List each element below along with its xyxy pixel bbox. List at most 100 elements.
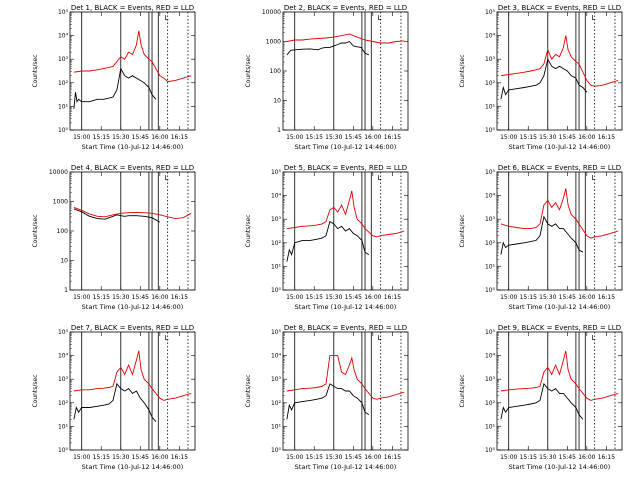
y-tick-label: 100 bbox=[57, 228, 69, 235]
y-tick-label: 10³ bbox=[58, 56, 69, 63]
y-tick-label: 10⁵ bbox=[485, 329, 496, 336]
y-tick-label: 10⁰ bbox=[58, 127, 69, 134]
marker-tag: L bbox=[165, 174, 169, 182]
y-tick-label: 10³ bbox=[271, 376, 282, 383]
y-tick-label: 10¹ bbox=[271, 263, 282, 270]
y-tick-label: 10⁵ bbox=[58, 9, 69, 16]
y-axis-label: Counts/sec bbox=[32, 214, 39, 247]
x-tick-label: 15:45 bbox=[132, 294, 149, 301]
series-line-lld bbox=[73, 206, 192, 220]
series-line-events bbox=[73, 208, 161, 223]
marker-tag: L bbox=[378, 14, 382, 22]
x-tick-label: 16:15 bbox=[384, 294, 401, 301]
x-tick-label: 15:45 bbox=[132, 134, 149, 141]
panel-title: Det 3, BLACK = Events, RED = LLD bbox=[498, 4, 621, 12]
y-tick-label: 1000 bbox=[266, 39, 281, 46]
detector-panel-4: Det 4, BLACK = Events, RED = LLD Counts/s… bbox=[32, 164, 196, 311]
y-axis-label: Counts/sec bbox=[245, 374, 252, 407]
x-axis-label: Start Time (10-Jul-12 14:46:00) bbox=[509, 463, 611, 471]
y-tick-label: 10000 bbox=[49, 169, 68, 176]
detector-panel-2: Det 2, BLACK = Events, RED = LLD Counts/s… bbox=[245, 4, 409, 151]
x-tick-label: 15:00 bbox=[500, 134, 517, 141]
y-tick-label: 10² bbox=[271, 400, 282, 407]
y-tick-label: 10¹ bbox=[58, 103, 69, 110]
x-tick-label: 15:00 bbox=[73, 454, 90, 461]
y-axis-label: Counts/sec bbox=[459, 214, 466, 247]
marker-tag: L bbox=[378, 174, 382, 182]
y-tick-label: 10⁴ bbox=[485, 193, 496, 200]
y-tick-label: 10³ bbox=[271, 216, 282, 223]
y-tick-label: 10² bbox=[271, 240, 282, 247]
x-tick-label: 15:00 bbox=[500, 454, 517, 461]
y-tick-label: 1 bbox=[64, 287, 68, 294]
panel-title: Det 2, BLACK = Events, RED = LLD bbox=[284, 4, 407, 12]
x-tick-label: 16:00 bbox=[151, 294, 168, 301]
y-tick-label: 1000 bbox=[53, 199, 68, 206]
panel-title: Det 7, BLACK = Events, RED = LLD bbox=[71, 324, 194, 332]
marker-tag: L bbox=[378, 334, 382, 342]
y-tick-label: 10⁰ bbox=[271, 447, 282, 454]
x-tick-label: 16:15 bbox=[598, 454, 615, 461]
x-tick-label: 16:00 bbox=[578, 454, 595, 461]
panel-title: Det 8, BLACK = Events, RED = LLD bbox=[284, 324, 407, 332]
x-tick-label: 16:15 bbox=[384, 134, 401, 141]
y-tick-label: 10³ bbox=[485, 376, 496, 383]
y-tick-label: 10¹ bbox=[58, 423, 69, 430]
y-tick-label: 10⁰ bbox=[58, 447, 69, 454]
x-tick-label: 15:30 bbox=[112, 134, 129, 141]
y-tick-label: 10 bbox=[273, 98, 281, 105]
y-tick-label: 10¹ bbox=[485, 263, 496, 270]
x-tick-label: 16:15 bbox=[384, 454, 401, 461]
y-tick-label: 1 bbox=[277, 127, 281, 134]
series-line-events bbox=[286, 40, 370, 56]
y-tick-label: 10⁵ bbox=[485, 169, 496, 176]
y-axis-label: Counts/sec bbox=[245, 54, 252, 87]
x-tick-label: 15:00 bbox=[500, 294, 517, 301]
marker-tag: L bbox=[165, 334, 169, 342]
series-line-lld bbox=[286, 33, 405, 44]
x-axis-label: Start Time (10-Jul-12 14:46:00) bbox=[509, 143, 611, 151]
series-line-lld bbox=[286, 355, 405, 400]
detector-panel-8: Det 8, BLACK = Events, RED = LLD Counts/s… bbox=[245, 324, 409, 471]
x-axis-label: Start Time (10-Jul-12 14:46:00) bbox=[82, 303, 184, 311]
x-tick-label: 16:15 bbox=[171, 454, 188, 461]
y-tick-label: 10⁰ bbox=[485, 287, 496, 294]
y-tick-label: 10000 bbox=[262, 9, 281, 16]
y-tick-label: 10⁰ bbox=[271, 287, 282, 294]
y-axis-label: Counts/sec bbox=[32, 374, 39, 407]
series-line-events bbox=[286, 383, 370, 420]
y-tick-label: 10³ bbox=[58, 376, 69, 383]
x-tick-label: 15:00 bbox=[286, 134, 303, 141]
x-tick-label: 15:30 bbox=[539, 134, 556, 141]
x-tick-label: 15:30 bbox=[539, 454, 556, 461]
x-tick-label: 16:15 bbox=[171, 294, 188, 301]
y-tick-label: 10² bbox=[58, 400, 69, 407]
x-axis-label: Start Time (10-Jul-12 14:46:00) bbox=[295, 303, 397, 311]
y-tick-label: 10¹ bbox=[485, 103, 496, 110]
panel-title: Det 9, BLACK = Events, RED = LLD bbox=[498, 324, 621, 332]
x-tick-label: 16:00 bbox=[151, 454, 168, 461]
x-tick-label: 16:00 bbox=[364, 294, 381, 301]
y-tick-label: 10⁴ bbox=[271, 193, 282, 200]
plot-frame bbox=[69, 11, 196, 131]
plot-frame bbox=[69, 171, 196, 291]
marker-tag: L bbox=[165, 14, 169, 22]
detector-panel-5: Det 5, BLACK = Events, RED = LLD Counts/s… bbox=[245, 164, 409, 311]
x-tick-label: 15:30 bbox=[325, 294, 342, 301]
series-line-events bbox=[500, 215, 584, 255]
x-tick-label: 15:15 bbox=[520, 134, 537, 141]
series-line-events bbox=[73, 67, 157, 109]
x-tick-label: 15:15 bbox=[520, 294, 537, 301]
y-tick-label: 10³ bbox=[485, 56, 496, 63]
y-axis-label: Counts/sec bbox=[459, 374, 466, 407]
x-axis-label: Start Time (10-Jul-12 14:46:00) bbox=[82, 463, 184, 471]
series-line-lld bbox=[286, 190, 405, 238]
y-axis-label: Counts/sec bbox=[32, 54, 39, 87]
y-tick-label: 10⁴ bbox=[58, 33, 69, 40]
x-tick-label: 16:00 bbox=[364, 454, 381, 461]
marker-tag: L bbox=[592, 334, 596, 342]
plot-frame bbox=[282, 331, 409, 451]
series-line-events bbox=[500, 57, 588, 100]
x-tick-label: 16:00 bbox=[578, 134, 595, 141]
